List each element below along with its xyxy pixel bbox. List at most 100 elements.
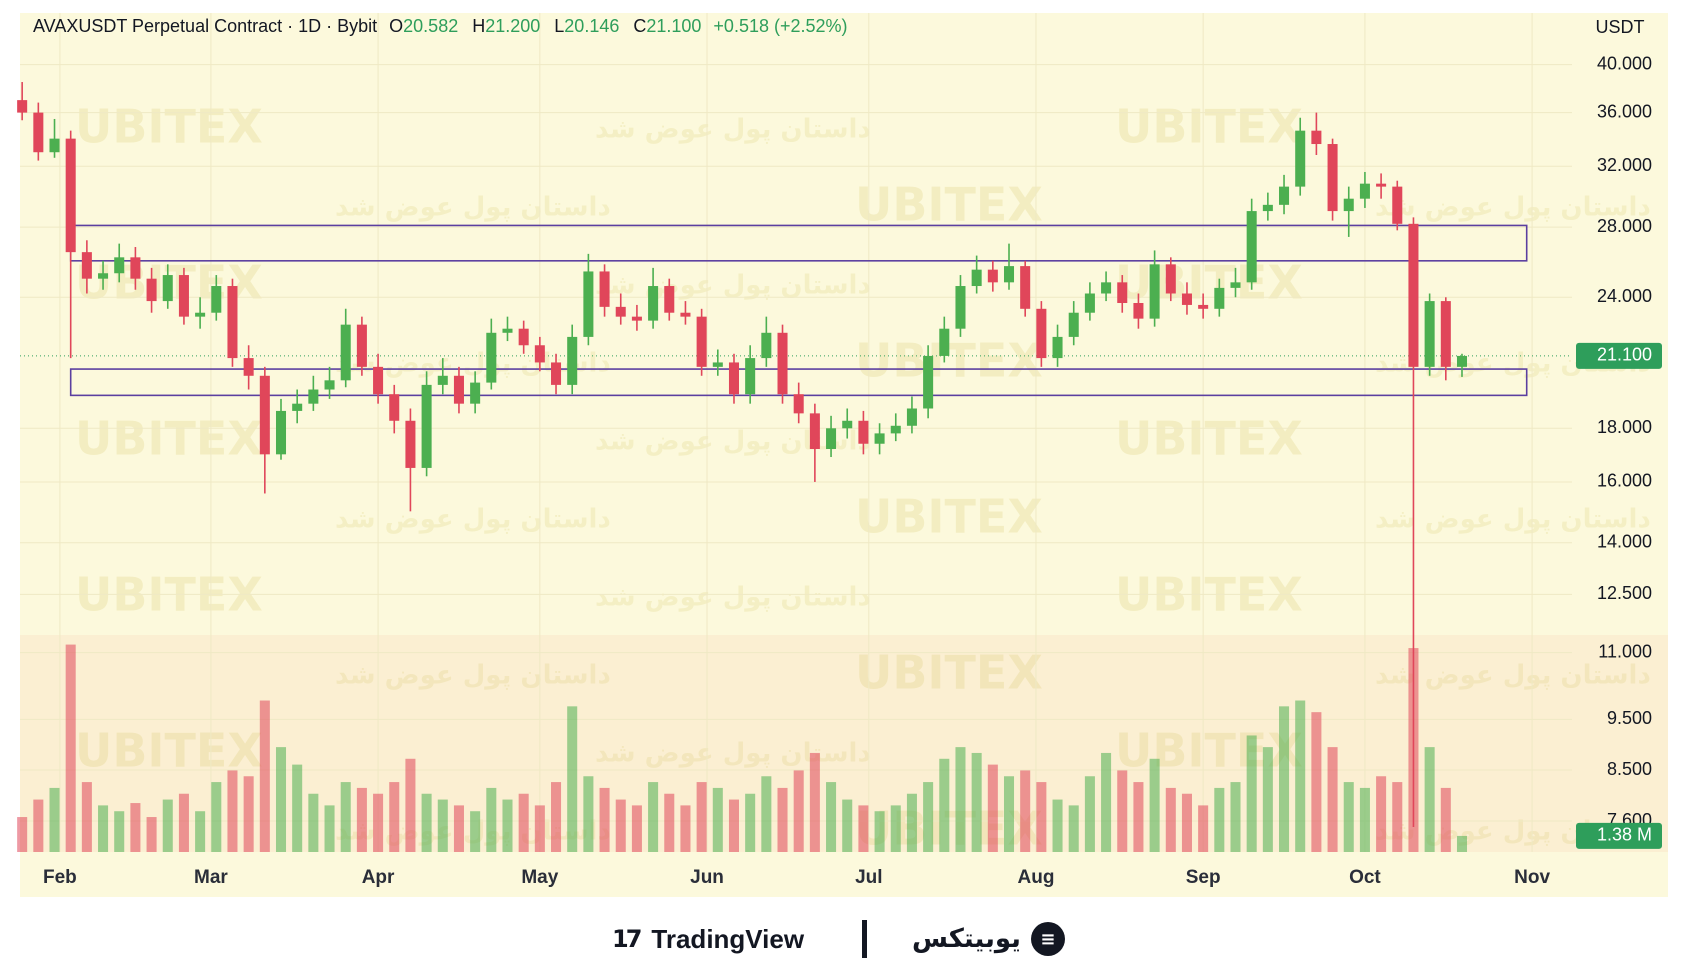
volume-bar xyxy=(1343,782,1354,852)
candle-body xyxy=(17,100,28,113)
candle-body xyxy=(777,332,788,395)
watermark-brand: UBITEX xyxy=(75,724,263,778)
volume-bar xyxy=(162,799,173,852)
watermark-slogan: داستان پول عوض شد xyxy=(595,271,871,301)
volume-bar xyxy=(292,764,303,852)
candle-body xyxy=(243,358,254,376)
y-tick-label: 24.000 xyxy=(1597,286,1652,306)
volume-bar xyxy=(1020,770,1031,852)
volume-bar xyxy=(890,805,901,852)
volume-bar xyxy=(49,787,60,852)
watermark-slogan: داستان پول عوض شد xyxy=(335,505,611,535)
volume-bar xyxy=(17,817,28,852)
volume-bar xyxy=(939,758,950,852)
watermark-brand: UBITEX xyxy=(855,646,1043,700)
candle-body xyxy=(534,345,545,363)
volume-bar xyxy=(1279,706,1290,852)
volume-bar xyxy=(1036,782,1047,852)
candle-body xyxy=(373,366,384,395)
candle-body xyxy=(1133,303,1144,319)
candle-body xyxy=(486,332,497,383)
chart-header: AVAXUSDT Perpetual Contract · 1D · Bybit… xyxy=(33,16,848,36)
x-tick-label: Aug xyxy=(1018,867,1055,888)
volume-bar xyxy=(583,776,594,852)
volume-bar xyxy=(114,811,125,852)
candle-body xyxy=(696,316,707,367)
candle-body xyxy=(648,286,659,321)
ohlc-key: O xyxy=(389,16,403,36)
candle-body xyxy=(1327,144,1338,212)
watermark-slogan: داستان پول عوض شد xyxy=(595,739,871,769)
candle-body xyxy=(599,271,610,307)
watermark-slogan: داستان پول عوض شد xyxy=(595,427,871,457)
volume-bar xyxy=(81,782,92,852)
volume-bar xyxy=(1149,758,1160,852)
volume-bar xyxy=(1424,747,1435,852)
watermark-brand: UBITEX xyxy=(1115,256,1303,310)
volume-bar xyxy=(340,782,351,852)
candle-body xyxy=(389,394,400,421)
candle-body xyxy=(1084,293,1095,313)
last-price-label: 21.100 xyxy=(1597,345,1652,365)
candle-body xyxy=(162,275,173,302)
candle-body xyxy=(453,375,464,404)
candle-body xyxy=(1343,198,1354,212)
volume-bar xyxy=(1230,782,1241,852)
x-tick-label: May xyxy=(521,867,558,888)
volume-bar xyxy=(437,799,448,852)
candle-body xyxy=(1052,336,1063,359)
x-tick-label: Jun xyxy=(690,867,724,888)
volume-bar xyxy=(1327,747,1338,852)
volume-bar xyxy=(631,805,642,852)
candle-body xyxy=(502,328,513,333)
ohlc-value: 20.146 xyxy=(564,16,619,36)
chart: UBITEX داستان پول عوض شد UBITEX داستان پول … xyxy=(17,13,1668,897)
candle-body xyxy=(292,403,303,411)
volume-bar xyxy=(1198,805,1209,852)
volume-badge xyxy=(1576,822,1662,849)
volume-bar xyxy=(1262,747,1273,852)
volume-bar xyxy=(987,764,998,852)
volume-bar xyxy=(858,805,869,852)
candle-body xyxy=(1262,204,1273,212)
candle-body xyxy=(987,269,998,283)
candle-body xyxy=(761,332,772,359)
candle-body xyxy=(178,275,189,317)
volume-bar xyxy=(648,782,659,852)
volume-bar xyxy=(728,799,739,852)
volume-bar xyxy=(826,782,837,852)
volume-bar xyxy=(745,793,756,852)
volume-bar xyxy=(534,805,545,852)
volume-bar xyxy=(842,799,853,852)
x-tick-label: Feb xyxy=(43,867,77,888)
y-tick-label: 28.000 xyxy=(1597,216,1652,236)
candle-body xyxy=(211,286,222,313)
volume-bar xyxy=(178,793,189,852)
volume-bar xyxy=(615,799,626,852)
volume-bar xyxy=(599,787,610,852)
candle-body xyxy=(1117,282,1128,304)
candle-body xyxy=(712,362,723,367)
candle-body xyxy=(356,324,367,367)
tradingview-logo: 17 xyxy=(612,925,642,953)
candle-body xyxy=(1246,211,1257,283)
candle-body xyxy=(146,278,157,302)
volume-bar xyxy=(518,793,529,852)
candle-body xyxy=(1165,264,1176,294)
candle-body xyxy=(33,112,44,153)
volume-bar xyxy=(1295,700,1306,852)
volume-bar xyxy=(146,817,157,852)
candle-body xyxy=(793,394,804,414)
x-tick-label: Nov xyxy=(1514,867,1550,888)
candle-body xyxy=(923,355,934,409)
volume-bar xyxy=(470,811,481,852)
volume-bar xyxy=(243,776,254,852)
y-tick-label: 32.000 xyxy=(1597,155,1652,175)
y-tick-label: 40.000 xyxy=(1597,53,1652,73)
candle-body xyxy=(1376,183,1387,187)
candle-body xyxy=(421,384,432,468)
volume-bar xyxy=(502,799,513,852)
y-tick-label: 14.000 xyxy=(1597,532,1652,552)
ohlc-value: 21.200 xyxy=(485,16,540,36)
candle-body xyxy=(1440,301,1451,367)
